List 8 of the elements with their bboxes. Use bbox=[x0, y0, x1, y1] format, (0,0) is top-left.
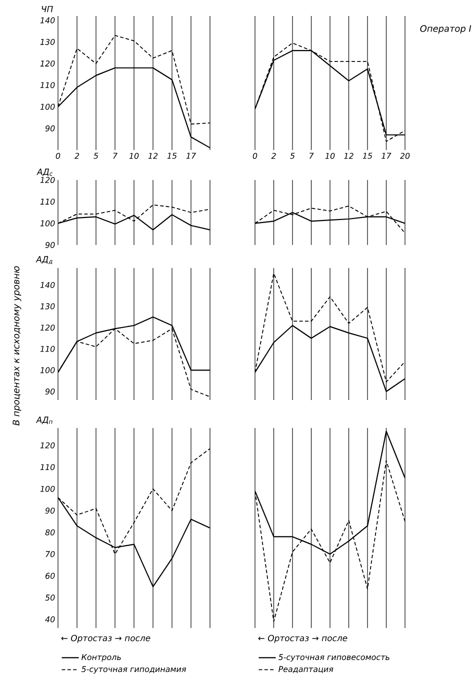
x-axis-title: ← Ортостаз → после bbox=[61, 634, 150, 643]
y-axis-title: АД$_{д}$ bbox=[36, 256, 52, 264]
x-axis-title: ← Ортостаз → после bbox=[258, 634, 348, 643]
y-axis-title: ЧП bbox=[42, 6, 53, 12]
text: В процентах к исходному уровню bbox=[12, 266, 22, 426]
y-axis-title: АД$_{п}$ bbox=[36, 416, 52, 424]
text: Оператор I bbox=[420, 25, 472, 34]
y-axis-title: АД$_{с}$ bbox=[36, 168, 53, 176]
